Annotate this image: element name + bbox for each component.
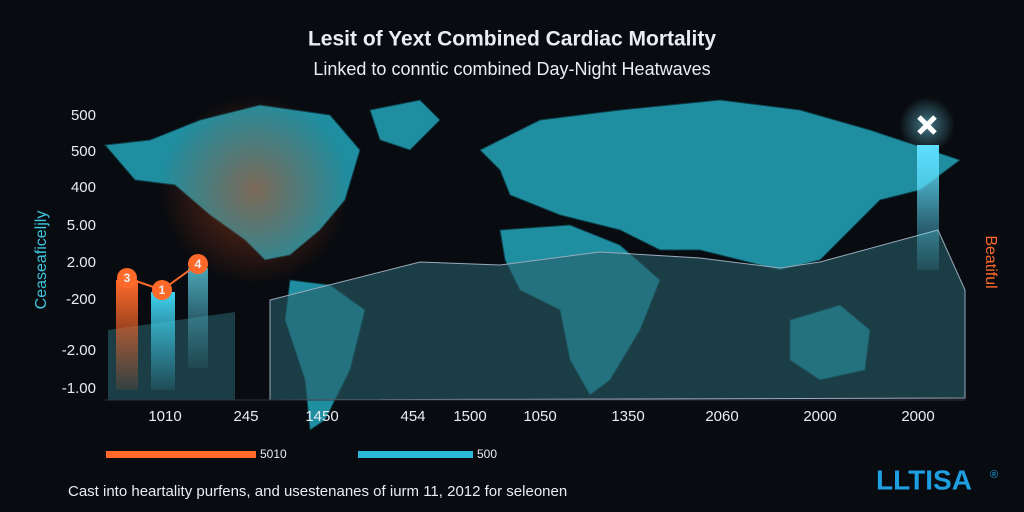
marker bbox=[188, 254, 208, 274]
x-label: 2060 bbox=[705, 408, 738, 425]
x-label: 2000 bbox=[901, 408, 934, 425]
y-label: 500 bbox=[71, 107, 96, 124]
x-label: 1010 bbox=[148, 408, 181, 425]
x-label: 1500 bbox=[453, 408, 486, 425]
marker bbox=[117, 268, 137, 288]
x-label: 2000 bbox=[803, 408, 836, 425]
title: Lesit of Yext Combined Cardiac Mortality bbox=[308, 28, 716, 51]
legend-label: 5010 bbox=[260, 447, 287, 461]
bar bbox=[151, 292, 175, 390]
close-mark bbox=[917, 115, 937, 135]
bar bbox=[188, 268, 208, 368]
legend-swatch bbox=[358, 451, 473, 458]
x-label: 1350 bbox=[611, 408, 644, 425]
y-label: -1.00 bbox=[62, 380, 96, 397]
marker-label: 4 bbox=[195, 257, 202, 271]
marker-label: 3 bbox=[124, 271, 131, 285]
y-label: 400 bbox=[71, 179, 96, 196]
logo-mark: ® bbox=[990, 469, 998, 481]
caption: Cast into heartality purfens, and useste… bbox=[68, 483, 567, 500]
left-axis-label: Ceaseaficeljly bbox=[33, 211, 50, 310]
y-label: 2.00 bbox=[67, 254, 96, 271]
logo: LLTISA bbox=[876, 464, 972, 495]
bar bbox=[917, 145, 939, 270]
x-label: 1050 bbox=[523, 408, 556, 425]
marker-label: 1 bbox=[159, 283, 166, 297]
legend-swatch bbox=[106, 451, 256, 458]
y-label: -2.00 bbox=[62, 342, 96, 359]
y-label: -200 bbox=[66, 291, 96, 308]
overlay-area bbox=[269, 229, 966, 401]
legend-label: 500 bbox=[477, 447, 497, 461]
right-axis-label: Beatiful bbox=[982, 235, 999, 288]
x-label: 245 bbox=[233, 408, 258, 425]
subtitle: Linked to conntic combined Day-Night Hea… bbox=[313, 59, 710, 79]
marker bbox=[152, 280, 172, 300]
x-label: 1450 bbox=[305, 408, 338, 425]
x-label: 454 bbox=[400, 408, 425, 425]
heat-glow bbox=[160, 95, 350, 285]
y-label: 5.00 bbox=[67, 217, 96, 234]
bar bbox=[116, 280, 138, 390]
y-label: 500 bbox=[71, 143, 96, 160]
